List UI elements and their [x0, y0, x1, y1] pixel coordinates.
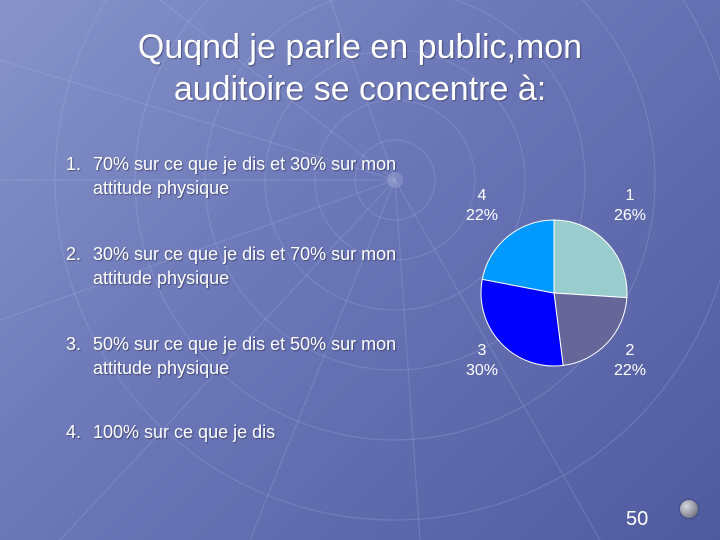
page-number: 50 [626, 508, 649, 530]
pie-category-label: 1 [626, 187, 635, 204]
pie-percent-label: 30% [466, 362, 498, 379]
pie-percent-label: 26% [614, 207, 646, 224]
option-2: 2. 30% sur ce que je dis et 70% sur mon … [66, 242, 416, 290]
option-text: 30% sur ce que je dis et 70% sur mon att… [93, 244, 397, 288]
title-line-2: auditoire se concentre à: [173, 70, 547, 108]
slide-title: Quqnd je parle en public,mon auditoire s… [60, 26, 660, 110]
pie-category-label: 2 [626, 342, 635, 359]
option-number: 4. [66, 422, 82, 442]
pie-percent-label: 22% [614, 362, 646, 379]
pie-slice-3 [480, 278, 564, 367]
pie-chart: 1 26% 2 22% 3 30% 4 22% [466, 187, 646, 379]
pie-slice-4 [481, 219, 555, 294]
option-4: 4. 100% sur ce que je dis [66, 420, 416, 444]
option-number: 2. [66, 244, 82, 264]
pie-slice-2 [553, 292, 628, 366]
option-number: 3. [66, 334, 82, 354]
option-3: 3. 50% sur ce que je dis et 50% sur mon … [66, 332, 416, 380]
navigation-button[interactable] [680, 500, 698, 518]
pie-slice-1 [553, 219, 628, 299]
option-text: 100% sur ce que je dis [93, 422, 276, 442]
option-1: 1. 70% sur ce que je dis et 30% sur mon … [66, 152, 416, 200]
pie-category-label: 4 [478, 187, 487, 204]
pie-percent-label: 22% [466, 207, 498, 224]
option-number: 1. [66, 154, 82, 174]
option-text: 70% sur ce que je dis et 30% sur mon att… [93, 154, 397, 198]
option-text: 50% sur ce que je dis et 50% sur mon att… [93, 334, 397, 378]
pie-category-label: 3 [478, 342, 487, 359]
title-line-1: Quqnd je parle en public,mon [137, 28, 583, 66]
